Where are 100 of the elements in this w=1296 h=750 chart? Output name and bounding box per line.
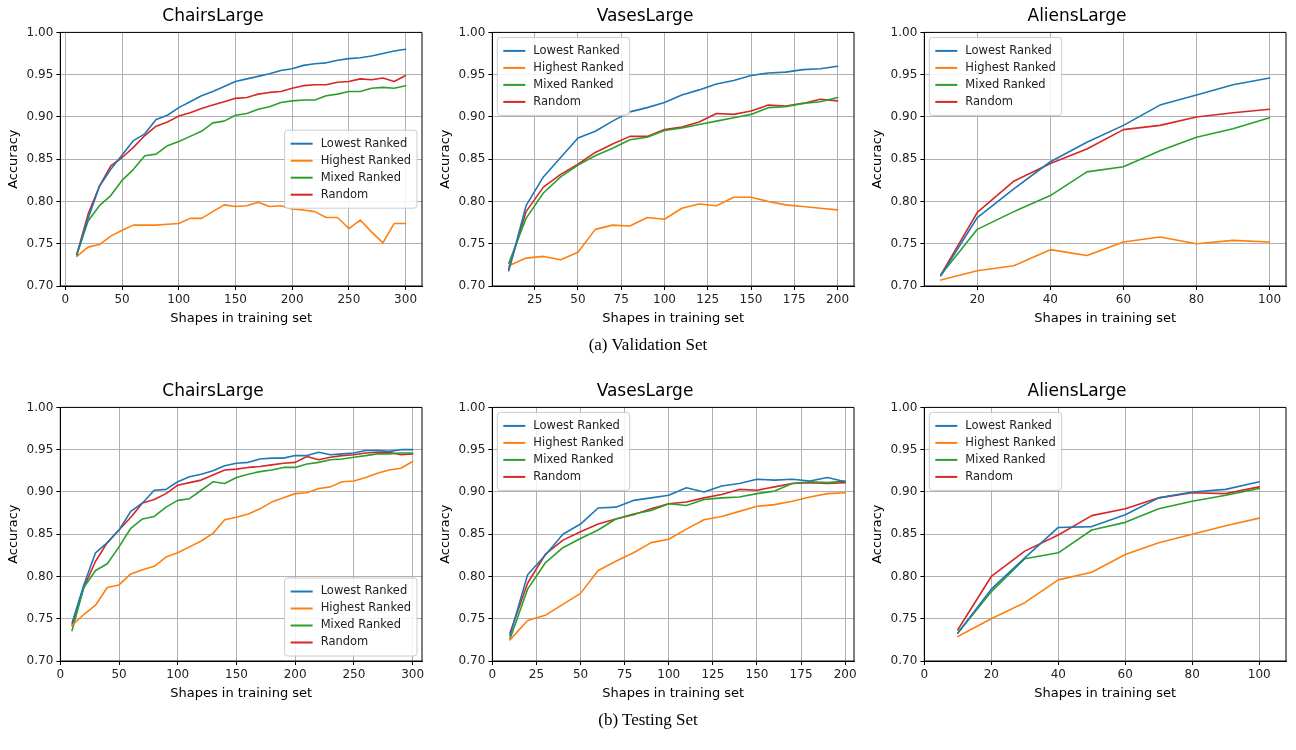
y-tick-label: 0.90 (890, 484, 918, 499)
x-tick-label: 200 (826, 292, 850, 307)
y-tick-label: 0.95 (890, 66, 918, 81)
y-tick-label: 1.00 (26, 399, 54, 414)
text: (b) Testing Set (597, 710, 699, 730)
y-axis-title: Accuracy (5, 504, 21, 564)
x-tick-label: 150 (745, 667, 769, 682)
y-tick-label: 0.80 (890, 568, 918, 583)
chart-title: AliensLarge (1027, 4, 1127, 25)
legend-label: Mixed Ranked (320, 617, 401, 632)
x-tick-label: 75 (617, 667, 633, 682)
x-tick-label: 200 (833, 667, 857, 682)
legend-label: Lowest Ranked (533, 417, 620, 432)
y-tick-label: 0.90 (458, 109, 486, 124)
legend-label: Highest Ranked (320, 600, 412, 615)
x-tick-label: 125 (696, 292, 720, 307)
x-tick-label: 100 (653, 292, 676, 307)
y-tick-label: 0.85 (26, 151, 54, 166)
y-tick-label: 0.75 (458, 610, 486, 625)
x-axis-title: Shapes in training set (602, 684, 745, 700)
chart-title: ChairsLarge (162, 379, 264, 400)
legend-label: Random (965, 468, 1013, 483)
legend-label: Random (965, 93, 1013, 108)
legend-label: Random (320, 186, 369, 201)
y-tick-label: 0.80 (26, 568, 54, 583)
x-tick-label: 60 (1115, 292, 1132, 307)
y-tick-label: 0.70 (890, 278, 918, 293)
legend-label: Highest Ranked (320, 152, 412, 167)
y-tick-label: 0.85 (890, 151, 918, 166)
y-tick-label: 0.90 (458, 484, 486, 499)
x-tick-label: 100 (657, 667, 681, 682)
chart-title: AliensLarge (1027, 379, 1127, 400)
y-tick-label: 1.00 (458, 399, 486, 414)
x-tick-label: 175 (782, 292, 806, 307)
x-tick-label: 40 (1042, 292, 1058, 307)
x-axis-title: Shapes in training set (602, 309, 745, 325)
x-tick-label: 100 (166, 667, 190, 682)
x-tick-label: 75 (613, 292, 629, 307)
legend-label: Lowest Ranked (965, 42, 1052, 57)
legend-label: Highest Ranked (533, 59, 624, 74)
y-tick-label: 0.85 (26, 526, 54, 541)
y-axis-title: Accuracy (869, 504, 885, 564)
y-tick-label: 0.95 (26, 441, 54, 456)
x-tick-label: 150 (225, 667, 248, 682)
x-tick-label: 50 (570, 292, 586, 307)
x-tick-label: 150 (739, 292, 763, 307)
x-tick-label: 300 (394, 292, 418, 307)
y-tick-label: 0.95 (26, 66, 54, 81)
x-tick-label: 25 (527, 292, 543, 307)
y-tick-label: 1.00 (890, 399, 918, 414)
y-tick-label: 0.70 (458, 278, 486, 293)
x-tick-label: 50 (572, 667, 589, 682)
legend-label: Lowest Ranked (533, 42, 620, 57)
y-tick-label: 0.95 (458, 441, 486, 456)
x-tick-label: 80 (1184, 667, 1200, 682)
chart-title: VasesLarge (596, 4, 694, 25)
x-tick-label: 150 (224, 292, 247, 307)
y-tick-label: 0.85 (890, 526, 918, 541)
y-tick-label: 0.85 (458, 526, 486, 541)
x-tick-label: 50 (111, 667, 127, 682)
legend-label: Highest Ranked (965, 434, 1056, 449)
x-axis-title: Shapes in training set (1034, 684, 1177, 700)
legend-label: Mixed Ranked (965, 451, 1046, 466)
legend-label: Random (320, 634, 369, 649)
y-tick-label: 1.00 (26, 24, 54, 39)
legend-label: Lowest Ranked (320, 583, 408, 598)
legend-label: Random (533, 468, 581, 483)
y-tick-label: 1.00 (458, 24, 486, 39)
y-tick-label: 0.80 (458, 193, 486, 208)
x-tick-label: 200 (283, 667, 307, 682)
x-tick-label: 40 (1050, 667, 1066, 682)
x-tick-label: 0 (488, 667, 497, 682)
y-tick-label: 0.80 (890, 193, 918, 208)
x-tick-label: 175 (789, 667, 813, 682)
y-tick-label: 0.80 (26, 193, 54, 208)
legend-label: Mixed Ranked (533, 451, 614, 466)
x-axis-title: Shapes in training set (1034, 309, 1177, 325)
y-axis-title: Accuracy (437, 129, 453, 189)
y-tick-label: 0.70 (890, 653, 918, 668)
x-tick-label: 50 (114, 292, 130, 307)
x-tick-label: 100 (167, 292, 191, 307)
x-tick-label: 20 (969, 292, 985, 307)
y-tick-label: 0.75 (26, 235, 54, 250)
y-tick-label: 0.75 (890, 610, 918, 625)
y-tick-label: 0.80 (458, 568, 486, 583)
legend-label: Highest Ranked (965, 59, 1056, 74)
y-tick-label: 0.75 (890, 235, 918, 250)
x-tick-label: 0 (61, 292, 70, 307)
legend-label: Mixed Ranked (320, 169, 401, 184)
x-tick-label: 125 (701, 667, 725, 682)
y-axis-title: Accuracy (869, 129, 885, 189)
x-tick-label: 60 (1117, 667, 1133, 682)
legend-label: Lowest Ranked (320, 135, 408, 150)
legend-label: Random (533, 93, 581, 108)
y-tick-label: 0.75 (26, 610, 54, 625)
x-tick-label: 25 (528, 667, 545, 682)
legend-label: Mixed Ranked (533, 76, 614, 91)
x-axis-title: Shapes in training set (170, 684, 313, 700)
x-tick-label: 200 (280, 292, 304, 307)
y-tick-label: 0.95 (458, 66, 486, 81)
